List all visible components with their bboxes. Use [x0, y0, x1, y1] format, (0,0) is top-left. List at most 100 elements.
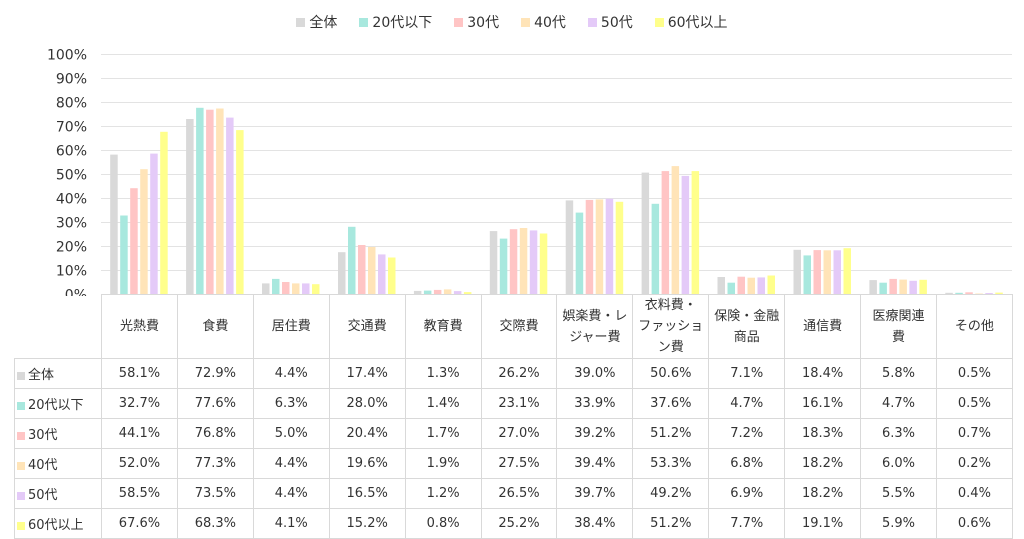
- bar: [519, 228, 528, 294]
- bar: [869, 280, 877, 294]
- table-cell: 1.9%: [404, 448, 482, 479]
- bar: [378, 254, 386, 294]
- bar: [186, 119, 194, 294]
- x-category-label: 通信費: [784, 294, 862, 359]
- bar: [919, 279, 927, 294]
- legend-swatch: [454, 17, 464, 27]
- bar: [727, 282, 735, 294]
- bar: [140, 169, 148, 294]
- bar: [529, 230, 538, 294]
- y-tick-label: 20%: [56, 240, 87, 256]
- bar: [312, 284, 320, 294]
- table-cell: 18.3%: [784, 418, 862, 449]
- table-cell: 20.4%: [328, 418, 406, 449]
- y-tick-label: 100%: [47, 48, 87, 64]
- bar: [681, 175, 690, 294]
- legend-item: 20代以下: [359, 12, 432, 32]
- bar: [388, 257, 396, 294]
- legend-label: 30代: [467, 15, 500, 31]
- table-cell: 16.1%: [784, 388, 862, 419]
- bar: [509, 229, 518, 294]
- y-tick-label: 60%: [56, 144, 87, 160]
- legend-item: 50代: [587, 12, 633, 32]
- table-cell: 33.9%: [556, 388, 634, 419]
- table-cell: 1.7%: [404, 418, 482, 449]
- series-swatch: [17, 521, 25, 530]
- bar: [130, 188, 138, 294]
- x-category-label: 医療関連費: [860, 294, 937, 359]
- series-swatch: [17, 401, 25, 410]
- bar: [453, 291, 462, 294]
- bar: [899, 279, 907, 294]
- bar: [585, 199, 594, 294]
- bar: [499, 238, 508, 294]
- bar: [575, 212, 584, 294]
- bar: [889, 278, 897, 294]
- table-cell: 16.5%: [328, 478, 406, 509]
- x-category-label: その他: [935, 294, 1013, 359]
- bar-chart: 0% 10% 20% 30% 40% 50% 60% 70% 80% 90% 100%: [47, 48, 1012, 296]
- table-cell: 5.8%: [860, 358, 937, 389]
- table-cell: 0.7%: [935, 418, 1013, 449]
- bar: [843, 248, 851, 294]
- bar: [793, 249, 801, 294]
- legend-label: 全体: [309, 15, 338, 31]
- bar: [767, 275, 775, 294]
- bar: [965, 292, 973, 294]
- series-swatch: [17, 491, 25, 500]
- table-row: 全体 58.1% 72.9% 4.4% 17.4% 1.3% 26.2% 39.0% 50.6%…: [14, 358, 1013, 389]
- legend-swatch: [296, 17, 306, 27]
- bar: [833, 250, 841, 294]
- y-tick-label: 50%: [56, 168, 87, 184]
- table-cell: 5.0%: [252, 418, 330, 449]
- legend-swatch: [587, 17, 597, 27]
- table-cell: 58.1%: [101, 358, 178, 389]
- table-cell: 18.4%: [784, 358, 862, 389]
- bar: [605, 198, 614, 294]
- table-cell: 4.4%: [252, 478, 330, 509]
- table-cell: 6.8%: [708, 448, 786, 479]
- table-cell: 6.0%: [860, 448, 937, 479]
- bar: [661, 171, 670, 294]
- table-cell: 27.5%: [480, 448, 558, 479]
- bar: [489, 231, 498, 294]
- bar: [236, 130, 244, 294]
- table-row: 20代以下 32.7% 77.6% 6.3% 28.0% 1.4% 23.1% 33.9% 37…: [14, 388, 1013, 419]
- legend-label: 60代以上: [667, 15, 728, 31]
- x-category-label: 娯楽費・レ ジャー費: [556, 294, 634, 359]
- table-row: 50代 58.5% 73.5% 4.4% 16.5% 1.2% 26.5% 39.7% 49.2…: [14, 478, 1013, 509]
- table-cell: 0.5%: [935, 358, 1013, 389]
- table-row: 40代 52.0% 77.3% 4.4% 19.6% 1.9% 27.5% 39.4% 53.3…: [14, 448, 1013, 479]
- bar: [945, 292, 953, 294]
- bar: [292, 283, 300, 294]
- bar: [641, 172, 650, 294]
- legend-label: 40代: [534, 15, 566, 31]
- table-cell: 1.2%: [404, 478, 482, 509]
- bar: [757, 277, 765, 294]
- table-cell: 39.2%: [556, 418, 634, 449]
- x-category-label: 交通費: [328, 294, 406, 359]
- table-cell: 0.2%: [935, 448, 1013, 479]
- table-cell: 19.6%: [328, 448, 406, 479]
- bar: [226, 117, 234, 294]
- bar: [539, 233, 548, 294]
- table-cell: 6.3%: [252, 388, 330, 419]
- legend-swatch: [359, 17, 369, 27]
- table-cell: 49.2%: [632, 478, 710, 509]
- x-category-label: 食費: [176, 294, 254, 359]
- series-swatch: [17, 461, 25, 470]
- bar: [737, 276, 745, 294]
- bar: [272, 278, 280, 294]
- table-cell: 6.3%: [860, 418, 937, 449]
- bar: [348, 226, 356, 294]
- bar: [909, 280, 917, 294]
- x-category-label: 交際費: [480, 294, 558, 359]
- x-category-label: 光熱費: [101, 294, 178, 359]
- bar: [338, 252, 346, 294]
- table-cell: 77.6%: [176, 388, 254, 419]
- table-cell: 26.5%: [480, 478, 558, 509]
- x-category-label: 居住費: [252, 294, 330, 359]
- bar: [955, 292, 963, 294]
- bar: [823, 250, 831, 294]
- table-cell: 0.5%: [935, 388, 1013, 419]
